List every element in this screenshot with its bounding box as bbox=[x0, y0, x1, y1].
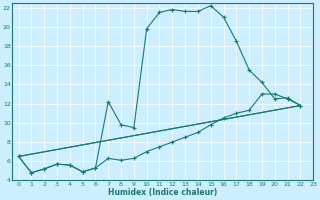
X-axis label: Humidex (Indice chaleur): Humidex (Indice chaleur) bbox=[108, 188, 217, 197]
